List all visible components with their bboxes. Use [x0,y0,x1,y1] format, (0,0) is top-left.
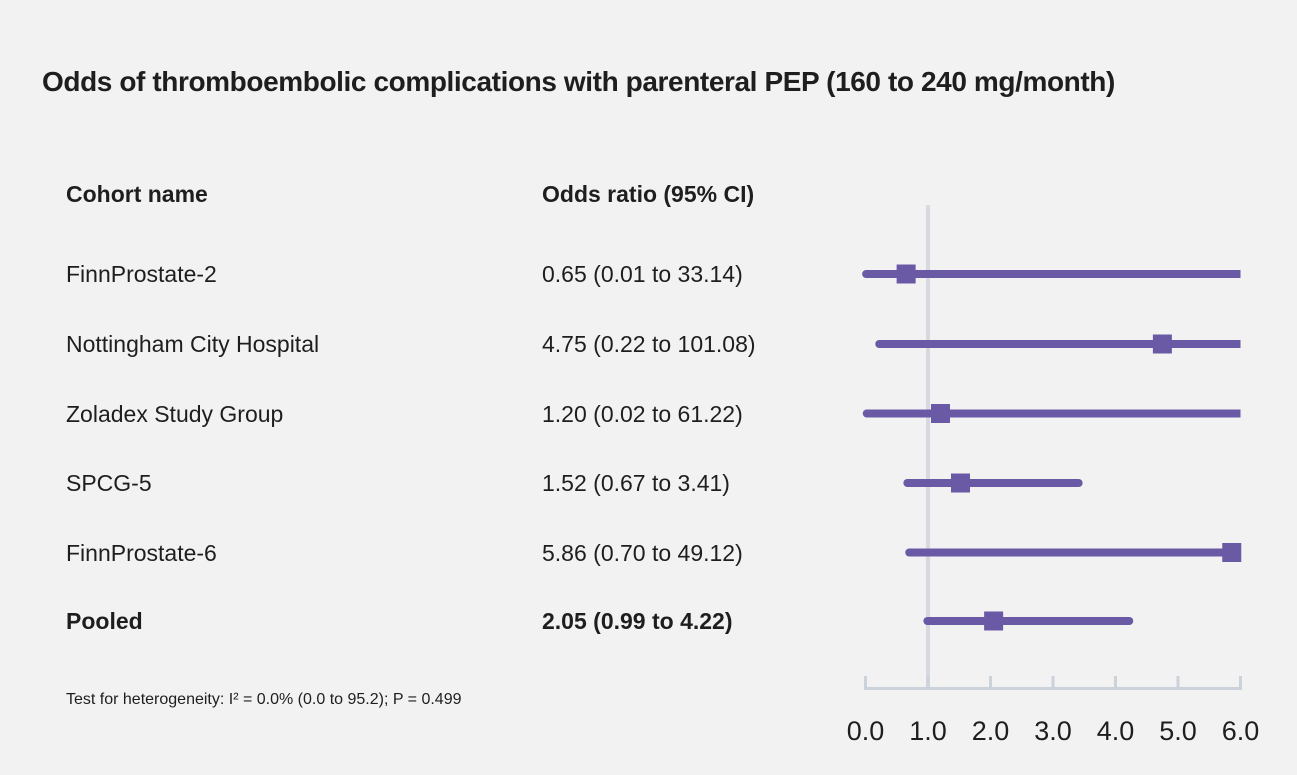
table-row: Pooled 2.05 (0.99 to 4.22) [0,606,860,636]
cohort-column-header: Cohort name [66,181,208,207]
table-row: Zoladex Study Group 1.20 (0.02 to 61.22) [0,399,860,429]
table-row: Nottingham City Hospital 4.75 (0.22 to 10… [0,329,860,359]
estimate-marker [1222,543,1242,562]
forest-row [905,543,1242,562]
x-axis-tick-label: 3.0 [1034,716,1072,746]
odds-ratio-ci-value: 2.05 (0.99 to 4.22) [542,608,733,634]
forest-row [875,334,1241,354]
cohort-name: Pooled [66,608,143,634]
x-axis-tick-label: 1.0 [909,716,947,746]
estimate-marker [984,611,1004,631]
cohort-name: Zoladex Study Group [66,400,284,427]
x-axis-tick-label: 5.0 [1159,716,1197,746]
heterogeneity-note: Test for heterogeneity: I² = 0.0% (0.0 t… [66,691,462,708]
odds-ratio-ci-value: 5.86 (0.70 to 49.12) [542,539,743,566]
estimate-marker [896,264,916,284]
estimate-marker [951,473,970,493]
odds-ratio-ci-value: 1.52 (0.67 to 3.41) [542,470,730,496]
cohort-name: Nottingham City Hospital [66,331,320,357]
ci-cap-left [862,270,871,278]
forest-row [862,264,1241,284]
cohort-name: SPCG-5 [66,470,152,496]
ci-cap-right [1125,617,1134,625]
ci-cap-left [923,617,932,625]
odds-ratio-ci-value: 1.20 (0.02 to 61.22) [542,400,743,427]
forest-row [923,611,1134,631]
table-row: SPCG-5 1.52 (0.67 to 3.41) [0,468,860,498]
x-axis-tick-label: 0.0 [847,716,885,746]
table-row: FinnProstate-2 0.65 (0.01 to 33.14) [0,259,860,289]
cohort-name: FinnProstate-2 [66,261,217,287]
forest-row [903,473,1083,493]
x-axis-tick-label: 6.0 [1222,716,1260,746]
ci-cap-left [905,548,914,557]
odds-ratio-ci-value: 0.65 (0.01 to 33.14) [542,261,743,287]
x-axis-tick-label: 4.0 [1097,716,1135,746]
odds-ratio-column-header: Odds ratio (95% CI) [542,181,755,207]
ci-cap-left [903,479,912,487]
odds-ratio-ci-value: 4.75 (0.22 to 101.08) [542,331,756,357]
ci-cap-left [862,409,871,418]
estimate-marker [1152,334,1172,354]
cohort-name: FinnProstate-6 [66,539,217,566]
x-axis-tick-label: 2.0 [972,716,1010,746]
forest-row [862,404,1241,423]
estimate-marker [931,404,950,423]
ci-cap-right [1074,479,1083,487]
table-row: FinnProstate-6 5.86 (0.70 to 49.12) [0,538,860,568]
chart-title: Odds of thromboembolic complications wit… [42,66,1115,97]
ci-cap-left [875,340,884,348]
